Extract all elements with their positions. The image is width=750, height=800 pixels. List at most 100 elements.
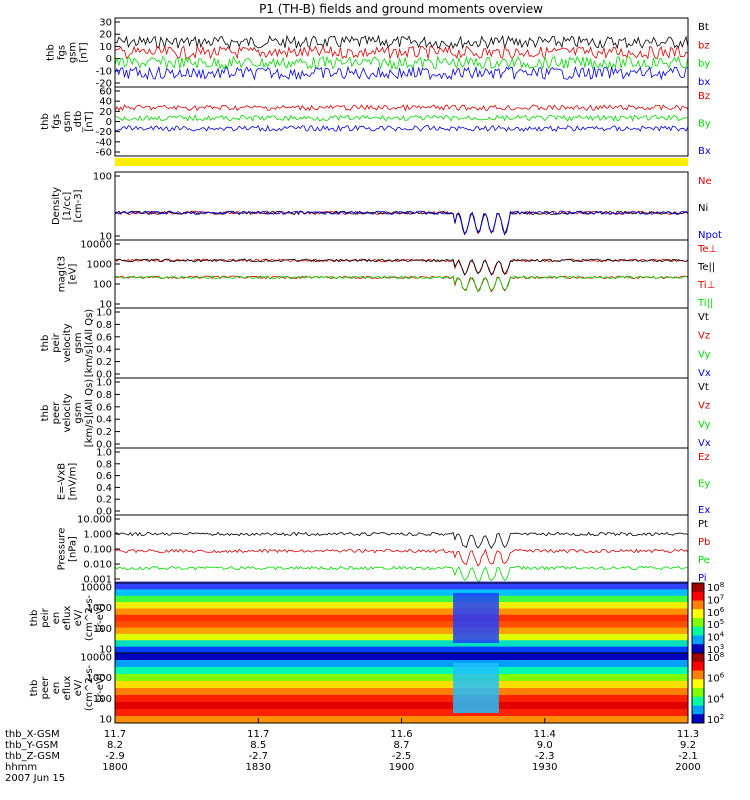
y-tick-label: 0.100 — [83, 545, 112, 556]
y-tick-label: 1.000 — [83, 530, 112, 541]
legend-entry: Ni — [698, 203, 708, 214]
y-tick-label: 0.6 — [96, 332, 112, 343]
legend-entry: Ti⊥ — [697, 280, 715, 291]
y-axis-label: eflux — [62, 676, 73, 701]
colorbar-segment — [692, 626, 704, 636]
colorbar-segment — [692, 609, 704, 619]
y-tick-label: 10000 — [80, 240, 112, 251]
y-tick-label: -10 — [96, 66, 112, 77]
y-axis-label: fgs — [57, 45, 68, 60]
data-gap-bar — [115, 158, 688, 166]
y-tick-label: 10 — [99, 715, 112, 726]
y-tick-label: 0.8 — [96, 459, 112, 470]
legend-entry: Vz — [698, 401, 710, 412]
y-axis-label: fgs — [51, 114, 62, 129]
y-tick-label: 0.2 — [96, 357, 112, 368]
y-axis-label: [km/s](All Qs) — [84, 379, 95, 447]
y-tick-label: 100 — [93, 172, 112, 183]
x-row-value: -2.9 — [105, 751, 125, 762]
legend-entry: Te⊥ — [697, 244, 717, 255]
series-trace-Bz — [114, 104, 689, 112]
date-label: 2007 Jun 15 — [5, 773, 65, 784]
x-tick-label: 1800 — [102, 762, 127, 773]
panel-frame — [114, 307, 689, 379]
legend-entry: Te|| — [697, 262, 715, 273]
y-axis-label: velocity — [62, 393, 73, 432]
y-axis-label: [nT] — [79, 42, 90, 62]
series-trace-by — [114, 55, 689, 71]
x-row-value: 9.0 — [537, 740, 553, 751]
y-axis-label: eflux — [62, 606, 73, 631]
legend-entry: by — [698, 59, 710, 70]
y-tick-label: -60 — [96, 148, 112, 159]
y-tick-label: 60 — [99, 87, 112, 98]
x-tick-label: 2000 — [675, 762, 700, 773]
legend-entry: Vx — [698, 368, 711, 379]
x-tick-label: 1900 — [389, 762, 414, 773]
colorbar-segment — [692, 688, 704, 698]
y-axis-label: [km/s](All Qs) — [84, 309, 95, 377]
y-tick-label: 10000 — [80, 583, 112, 594]
panel-frame — [114, 86, 689, 157]
y-tick-label: 100 — [93, 694, 112, 705]
y-tick-label: -20 — [96, 127, 112, 138]
colorbar-segment — [692, 696, 704, 706]
y-tick-label: 0.8 — [96, 320, 112, 331]
colorbar-segment — [692, 600, 704, 610]
legend-entry: Bx — [698, 146, 711, 157]
series-trace-bz — [114, 44, 689, 60]
y-tick-label: 0.2 — [96, 427, 112, 438]
series-trace-Ne — [114, 210, 689, 236]
y-tick-label: 0.001 — [83, 575, 112, 586]
y-tick-label: 1000 — [87, 673, 112, 684]
y-tick-label: 1.0 — [96, 448, 112, 459]
x-row-value: -2.7 — [248, 751, 268, 762]
y-axis-label: [eV] — [68, 264, 79, 285]
series-trace-Ti|| — [114, 275, 689, 292]
y-tick-label: 0.4 — [96, 415, 112, 426]
legend-entry: Pt — [698, 519, 708, 530]
series-trace-Pb — [114, 548, 689, 567]
spectrogram-feature — [453, 663, 499, 713]
y-tick-label: 0.0 — [96, 370, 112, 381]
y-axis-label: en — [51, 612, 62, 625]
y-tick-label: 10 — [99, 645, 112, 656]
y-axis-label: [cm-3] — [73, 189, 84, 222]
x-row-value: 11.3 — [677, 729, 699, 740]
y-tick-label: 40 — [99, 97, 112, 108]
spectrogram-band — [115, 674, 688, 682]
panel-frame — [114, 171, 689, 241]
y-tick-label: 100 — [93, 280, 112, 291]
spectrogram-band — [115, 695, 688, 703]
x-row-label: thb_Y-GSM — [5, 740, 58, 751]
spectrogram-band — [115, 653, 688, 661]
series-trace-By — [114, 114, 689, 122]
colorbar-segment — [692, 618, 704, 628]
colorbar-label: 103 — [707, 643, 724, 656]
y-tick-label: 1000 — [87, 603, 112, 614]
y-tick-label: 10.000 — [77, 515, 112, 526]
legend-entry: Vy — [698, 419, 711, 430]
y-axis-label: gsm — [73, 402, 84, 423]
legend-entry: Ez — [698, 452, 710, 463]
colorbar-segment — [692, 714, 704, 724]
y-tick-label: 1000 — [87, 260, 112, 271]
spectrogram-band — [115, 595, 688, 603]
x-tick-label: 1930 — [532, 762, 557, 773]
legend-entry: bz — [698, 40, 710, 51]
y-tick-label: 0 — [106, 117, 112, 128]
x-row-value: -2.3 — [535, 751, 555, 762]
y-axis-label: thb — [40, 113, 51, 130]
legend-entry: By — [698, 119, 711, 130]
y-axis-label: peir — [51, 332, 62, 352]
y-axis-label: [nT] — [84, 111, 95, 131]
x-row-value: -2.1 — [678, 751, 698, 762]
spectrogram-band — [115, 633, 688, 641]
y-tick-label: 0 — [106, 54, 112, 65]
y-axis-label: thb — [29, 610, 40, 627]
colorbar-frame — [691, 652, 705, 724]
colorbar-label: 107 — [707, 593, 724, 606]
spectrogram-band — [115, 627, 688, 635]
legend-entry: Bz — [698, 91, 710, 102]
